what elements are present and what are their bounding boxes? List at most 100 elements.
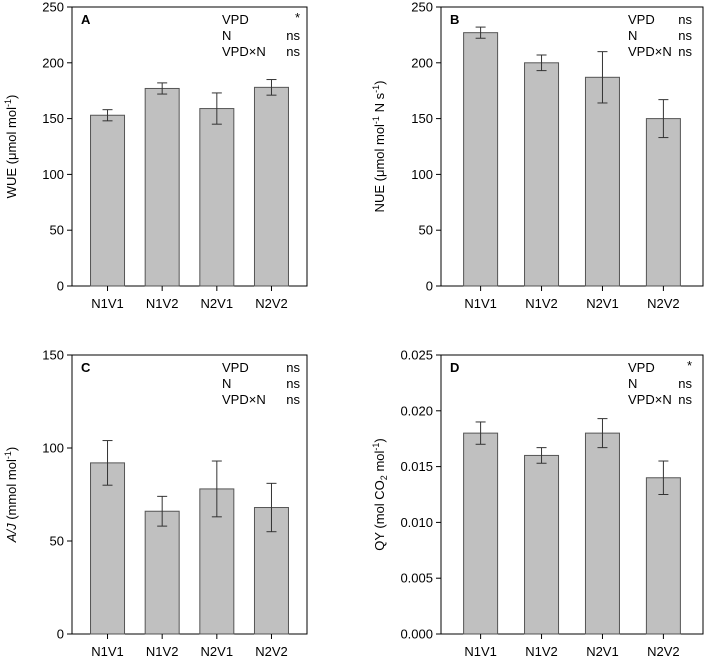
stat-term: VPD: [222, 12, 249, 27]
y-tick-label: 150: [411, 111, 433, 126]
x-tick-label: N2V2: [255, 296, 288, 311]
y-axis-label-text: (mmol mol: [4, 459, 19, 523]
y-axis-label: QY (mol CO2 mol-1): [371, 438, 389, 551]
y-axis-label-text: QY (mol CO: [372, 480, 387, 551]
y-axis-label: A/J (mmol mol-1): [3, 447, 19, 543]
y-tick-label: 250: [42, 0, 64, 15]
x-tick-label: N2V2: [647, 644, 680, 659]
y-axis-label-text: ): [372, 81, 387, 85]
bar-N1V2: [144, 87, 180, 287]
y-tick-label: 50: [50, 223, 64, 238]
panel-label: B: [450, 12, 459, 27]
stat-significance: ns: [678, 44, 692, 59]
panel-label: C: [81, 360, 91, 375]
y-axis-label: NUE (μmol mol-1 N s-1): [371, 81, 387, 213]
stat-significance: *: [687, 358, 692, 373]
stat-term: VPD×N: [222, 44, 266, 59]
y-axis-label-text: N s: [372, 92, 387, 116]
y-tick-label: 200: [411, 55, 433, 70]
y-axis-label-superscript: -1: [371, 116, 381, 124]
stat-term: N: [628, 28, 637, 43]
stat-significance: ns: [678, 28, 692, 43]
y-tick-label: 150: [42, 348, 64, 363]
x-tick-label: N1V2: [146, 644, 179, 659]
y-axis-label-superscript: -1: [3, 451, 13, 459]
x-tick-label: N1V1: [91, 644, 124, 659]
stat-significance: ns: [286, 28, 300, 43]
y-tick-label: 250: [411, 0, 433, 15]
stat-significance: ns: [678, 12, 692, 27]
stat-significance: ns: [286, 44, 300, 59]
stat-term: VPD×N: [222, 392, 266, 407]
x-tick-label: N2V1: [586, 296, 619, 311]
stat-term: N: [628, 376, 637, 391]
bar-N1V1: [90, 114, 126, 287]
y-axis-label-subscript: 2: [379, 475, 389, 480]
panel-A: 0 50 100 150 200 250 N1V1 N1V2 N2V1 N2V2 A VPD * N ns V…: [3, 0, 308, 311]
bar-N2V2: [645, 477, 681, 635]
y-axis-label-text: NUE (μmol mol: [372, 124, 387, 212]
x-tick-label: N2V1: [201, 296, 234, 311]
y-tick-label: 100: [411, 167, 433, 182]
bar-N1V1: [90, 462, 126, 635]
x-tick-label: N2V2: [255, 644, 288, 659]
x-tick-label: N1V2: [146, 296, 179, 311]
panel-B: 0 50 100 150 200 250 N1V1 N1V2 N2V1 N2V2 B VPD ns N ns…: [371, 0, 704, 311]
y-axis-label-text: ): [372, 438, 387, 442]
y-axis-label-text: mol: [372, 451, 387, 476]
x-tick-label: N1V1: [464, 296, 497, 311]
panel-label: D: [450, 360, 459, 375]
plot-frame: [440, 354, 704, 635]
stat-term: VPD: [628, 360, 655, 375]
x-tick-label: N2V1: [201, 644, 234, 659]
bar-N2V1: [584, 432, 620, 635]
y-axis-label-text: ): [4, 447, 19, 451]
y-tick-label: 50: [50, 534, 64, 549]
y-tick-label: 0: [426, 279, 433, 294]
x-tick-label: N1V2: [525, 644, 558, 659]
panel-C: 0 50 100 150 N1V1 N1V2 N2V1 N2V2 C VPD ns N ns VPD×N n…: [3, 348, 308, 659]
y-tick-label: 0: [57, 627, 64, 642]
y-tick-label: 150: [42, 111, 64, 126]
panel-label: A: [81, 12, 91, 27]
bar-N2V1: [584, 76, 620, 287]
y-tick-label: 0.025: [400, 348, 433, 363]
y-axis-label-text: WUE (μmol mol: [4, 107, 19, 198]
plot-frame: [71, 6, 308, 287]
stat-term: N: [222, 376, 231, 391]
y-tick-label: 0.000: [400, 627, 433, 642]
y-tick-label: 0.005: [400, 571, 433, 586]
bar-N1V2: [144, 510, 180, 635]
y-axis-label: WUE (μmol mol-1): [3, 95, 19, 199]
y-tick-label: 0.015: [400, 459, 433, 474]
stat-significance: ns: [286, 376, 300, 391]
stat-significance: ns: [678, 376, 692, 391]
x-tick-label: N2V1: [586, 644, 619, 659]
stat-term: VPD×N: [628, 392, 672, 407]
bar-N1V1: [463, 32, 499, 287]
bar-N2V2: [253, 86, 289, 287]
y-tick-label: 0: [57, 279, 64, 294]
y-tick-label: 0.020: [400, 403, 433, 418]
stat-term: N: [222, 28, 231, 43]
bar-N1V2: [524, 454, 560, 635]
y-tick-label: 200: [42, 55, 64, 70]
y-tick-label: 100: [42, 441, 64, 456]
y-axis-label-superscript: -1: [371, 443, 381, 451]
stat-term: VPD: [222, 360, 249, 375]
stat-significance: *: [295, 10, 300, 25]
stat-term: VPD×N: [628, 44, 672, 59]
x-tick-label: N1V1: [464, 644, 497, 659]
plot-frame: [440, 6, 704, 287]
y-tick-label: 50: [419, 223, 433, 238]
y-axis-label-italic: A/J: [4, 523, 19, 543]
stat-term: VPD: [628, 12, 655, 27]
x-tick-label: N2V2: [647, 296, 680, 311]
y-axis-label-superscript: -1: [3, 99, 13, 107]
stat-significance: ns: [678, 392, 692, 407]
stat-significance: ns: [286, 392, 300, 407]
x-tick-label: N1V2: [525, 296, 558, 311]
stat-significance: ns: [286, 360, 300, 375]
